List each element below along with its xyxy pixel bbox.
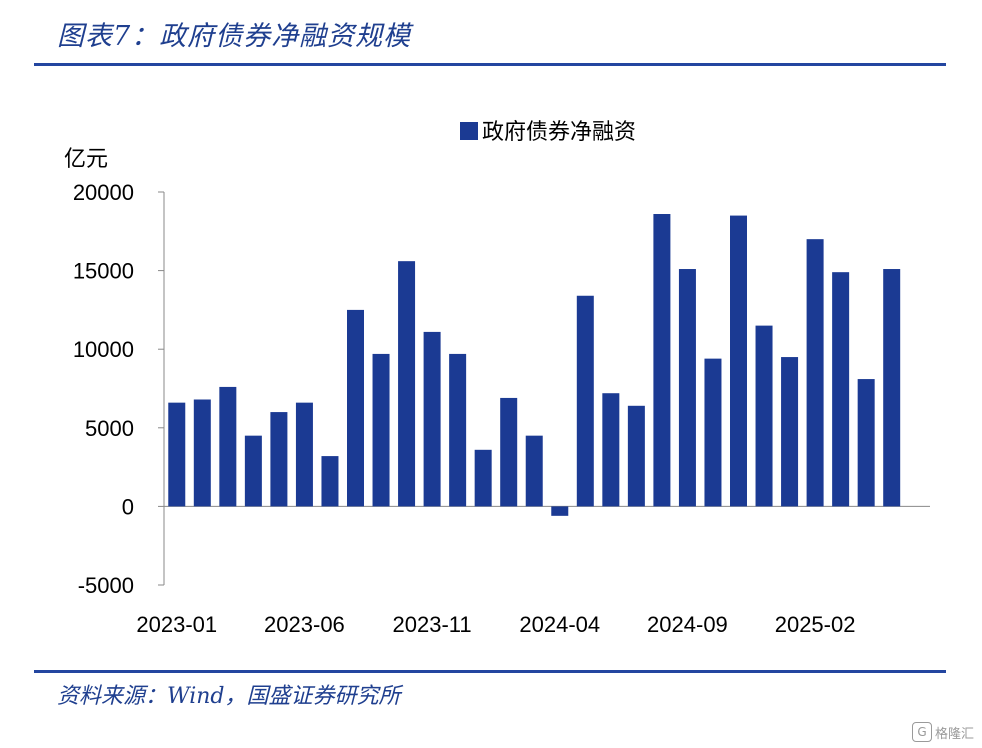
source-note: 资料来源：Wind，国盛证券研究所 <box>57 684 401 709</box>
y-tick-label: -5000 <box>78 573 134 598</box>
y-tick-label: 5000 <box>85 416 134 441</box>
bar <box>730 215 747 507</box>
bar <box>168 402 186 507</box>
y-axis-unit: 亿元 <box>64 147 108 172</box>
page-title: 图表7：政府债券净融资规模 <box>57 21 412 52</box>
bar <box>270 412 288 507</box>
watermark-logo-icon: G <box>911 722 932 742</box>
bar <box>449 353 467 507</box>
bar <box>857 379 875 507</box>
x-tick-label: 2025-02 <box>775 612 856 637</box>
bar <box>678 269 696 507</box>
bar <box>219 386 237 507</box>
x-tick-label: 2024-04 <box>519 612 600 637</box>
bar <box>781 357 799 507</box>
x-tick-label: 2023-06 <box>264 612 345 637</box>
bar <box>627 405 645 507</box>
bar <box>423 331 441 507</box>
bar <box>525 435 543 507</box>
bar <box>704 358 722 507</box>
bar <box>372 353 390 507</box>
bar <box>347 309 364 507</box>
footer-divider <box>34 670 946 673</box>
x-tick-label: 2023-01 <box>136 612 217 637</box>
bar <box>832 272 850 507</box>
bar <box>295 402 313 507</box>
bar <box>500 397 518 507</box>
watermark: G 格隆汇 <box>911 722 974 742</box>
bar <box>551 506 569 516</box>
bar <box>602 393 620 507</box>
header-divider <box>34 63 946 66</box>
y-tick-label: 15000 <box>73 259 134 284</box>
y-tick-label: 10000 <box>73 337 134 362</box>
bar <box>653 214 671 507</box>
watermark-text: 格隆汇 <box>934 726 974 742</box>
bar <box>398 261 416 507</box>
bar <box>474 449 492 507</box>
x-tick-label: 2023-11 <box>393 612 472 637</box>
bar <box>806 239 824 507</box>
bar <box>321 456 339 507</box>
bar <box>883 269 901 507</box>
bar <box>755 325 773 507</box>
bar <box>576 295 594 507</box>
bar <box>193 399 211 507</box>
legend-label: 政府债券净融资 <box>482 120 636 145</box>
y-tick-label: 20000 <box>73 180 134 205</box>
y-tick-label: 0 <box>122 494 134 519</box>
x-tick-label: 2024-09 <box>647 612 728 637</box>
legend-swatch <box>460 122 478 140</box>
bar <box>244 435 262 507</box>
